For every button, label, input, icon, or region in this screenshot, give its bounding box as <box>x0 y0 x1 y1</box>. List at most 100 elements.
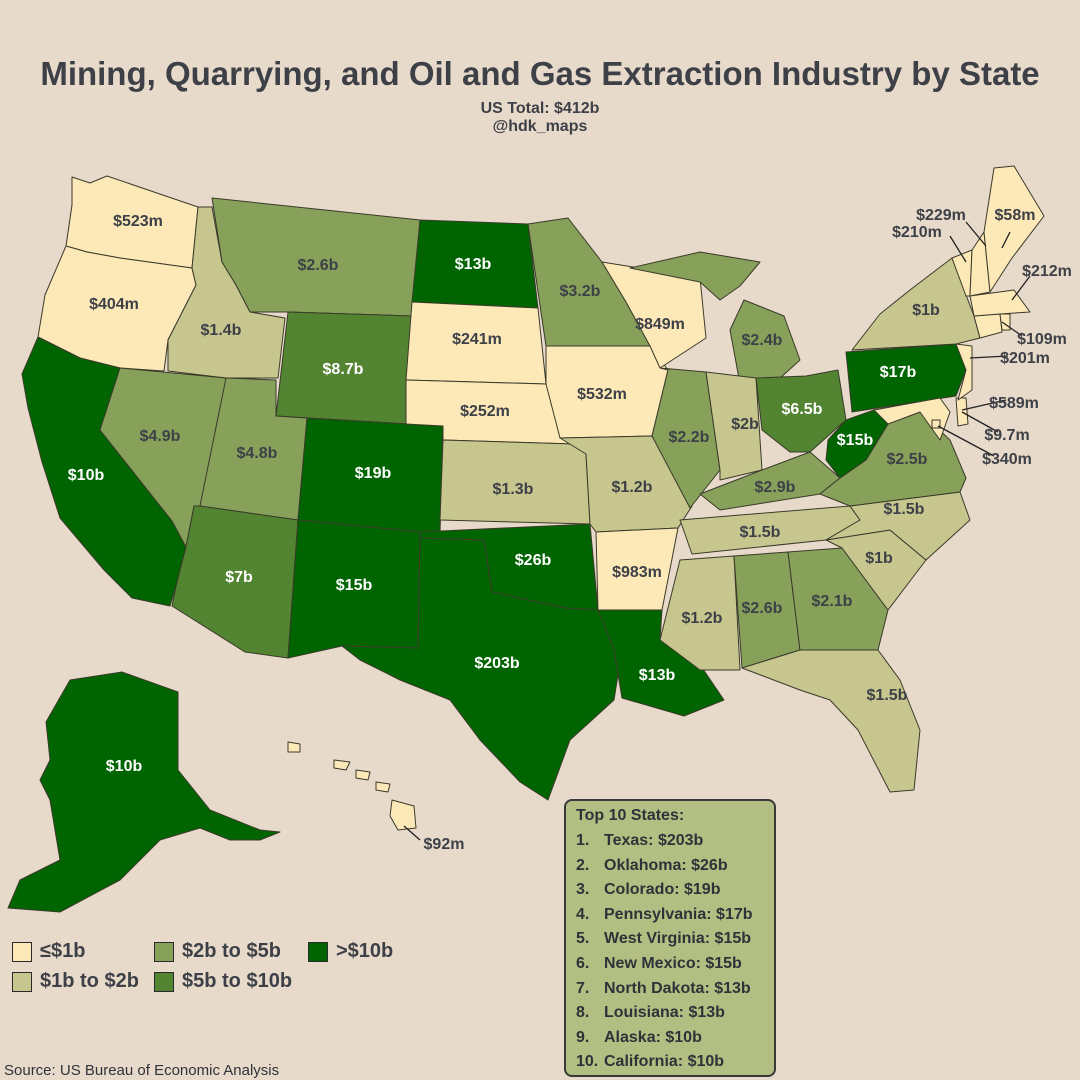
value-label-de: $9.7m <box>984 427 1029 444</box>
top-10-rank: 9. <box>576 1028 590 1046</box>
value-label-va: $2.5b <box>887 451 928 468</box>
value-label-ms: $1.2b <box>682 610 723 627</box>
legend-item: $1b to $2b <box>12 970 139 993</box>
legend-label: ≤$1b <box>40 940 86 962</box>
value-label-mt: $2.6b <box>298 257 339 274</box>
value-label-wa: $523m <box>113 213 163 230</box>
leader-line-dc <box>937 425 995 457</box>
value-label-ky: $2.9b <box>755 479 796 496</box>
value-label-tx: $203b <box>474 655 520 672</box>
state-me <box>983 165 1045 293</box>
value-label-ks: $1.3b <box>493 481 534 498</box>
top-10-row: 10. California: $10b <box>576 1050 764 1075</box>
top-10-entry: Pennsylvania: $17b <box>604 905 753 923</box>
top-10-states-box: Top 10 States: 1. Texas: $203b 2. Oklahoma:… <box>564 799 776 1077</box>
legend-item: $2b to $5b <box>154 940 281 963</box>
value-label-me: $58m <box>995 207 1036 224</box>
value-label-ak: $10b <box>106 758 143 775</box>
top-10-entry: Louisiana: $13b <box>604 1004 725 1022</box>
top-10-entry: Oklahoma: $26b <box>604 856 728 874</box>
legend-item: >$10b <box>308 940 393 963</box>
value-label-tn: $1.5b <box>740 524 781 541</box>
leader-line-me <box>1001 231 1011 249</box>
state-la <box>597 609 725 717</box>
value-label-hi: $92m <box>424 836 465 853</box>
top-10-entry: New Mexico: $15b <box>604 954 742 972</box>
legend-label: $1b to $2b <box>40 970 139 992</box>
state-tx <box>341 537 623 801</box>
map-title: Mining, Quarrying, and Oil and Gas Extra… <box>40 55 1040 92</box>
value-label-wy: $8.7b <box>323 361 364 378</box>
top-10-row: 4. Pennsylvania: $17b <box>576 903 764 928</box>
state-fl <box>741 649 921 793</box>
value-label-il: $2.2b <box>669 429 710 446</box>
top-10-row: 2. Oklahoma: $26b <box>576 854 764 879</box>
top-10-title: Top 10 States: <box>576 807 685 824</box>
value-label-ma: $212m <box>1022 263 1072 280</box>
value-label-nj: $201m <box>1000 350 1050 367</box>
legend-item: ≤$1b <box>12 940 85 963</box>
value-label-mo: $1.2b <box>612 479 653 496</box>
us-total-subtitle: US Total: $412b <box>480 100 600 117</box>
top-10-rank: 2. <box>576 856 590 874</box>
legend-swatch <box>154 941 174 962</box>
top-10-row: 6. New Mexico: $15b <box>576 952 764 977</box>
state-nj <box>955 343 973 401</box>
top-10-rank: 5. <box>576 930 590 948</box>
value-label-mi: $2.4b <box>742 332 783 349</box>
value-label-sd: $241m <box>452 331 502 348</box>
value-label-sc: $1b <box>865 550 893 567</box>
legend-label: >$10b <box>336 940 394 962</box>
legend-label: $2b to $5b <box>182 940 281 962</box>
value-label-az: $7b <box>225 569 253 586</box>
leader-line-hi <box>403 825 421 841</box>
state-oh <box>755 369 847 453</box>
value-label-dc: $340m <box>982 451 1032 468</box>
top-10-row: 9. Alaska: $10b <box>576 1026 764 1051</box>
value-label-fl: $1.5b <box>867 687 908 704</box>
top-10-rank: 1. <box>576 832 590 849</box>
value-label-nc: $1.5b <box>884 501 925 518</box>
leader-line-de <box>961 411 999 433</box>
value-label-co: $19b <box>355 465 392 482</box>
legend: ≤$1b $1b to $2b $2b to $5b $5b to $10b >$10b <box>12 940 393 1010</box>
value-label-nv: $4.9b <box>140 428 181 445</box>
value-label-wv: $15b <box>837 432 874 449</box>
value-label-vt: $210m <box>892 224 942 241</box>
legend-swatch <box>308 941 328 962</box>
top-10-list: 1. Texas: $203b 2. Oklahoma: $26b 3. Colorado… <box>576 829 764 1075</box>
value-label-ca: $10b <box>68 467 105 484</box>
state-ak <box>7 671 281 913</box>
top-10-rank: 8. <box>576 1004 590 1022</box>
state-hi <box>287 741 417 831</box>
value-label-la: $13b <box>639 667 676 684</box>
top-10-row: 8. Louisiana: $13b <box>576 1001 764 1026</box>
state-nc <box>825 491 971 561</box>
top-10-entry: Texas: $203b <box>604 832 704 849</box>
value-label-ct: $109m <box>1017 331 1067 348</box>
top-10-rank: 3. <box>576 881 590 899</box>
value-label-al: $2.6b <box>742 600 783 617</box>
value-label-id: $1.4b <box>201 322 242 339</box>
state-ri <box>999 313 1011 331</box>
top-10-entry: West Virginia: $15b <box>604 930 752 948</box>
top-10-rank: 7. <box>576 979 590 997</box>
state-ga <box>787 547 889 651</box>
leader-line-ma <box>1011 275 1031 301</box>
value-label-ia: $532m <box>577 386 627 403</box>
legend-swatch <box>12 971 32 992</box>
legend-label: $5b to $10b <box>182 970 293 992</box>
top-10-entry: Alaska: $10b <box>604 1028 702 1046</box>
state-ms <box>659 555 741 671</box>
value-label-ut: $4.8b <box>237 445 278 462</box>
value-label-ar: $983m <box>612 564 662 581</box>
value-label-ga: $2.1b <box>812 593 853 610</box>
top-10-rank: 10. <box>576 1053 599 1071</box>
top-10-row: 3. Colorado: $19b <box>576 878 764 903</box>
author-credit: @hdk_maps <box>492 118 588 135</box>
value-label-ne: $252m <box>460 403 510 420</box>
state-or <box>37 245 197 372</box>
legend-swatch <box>154 971 174 992</box>
value-label-in: $2b <box>731 416 759 433</box>
